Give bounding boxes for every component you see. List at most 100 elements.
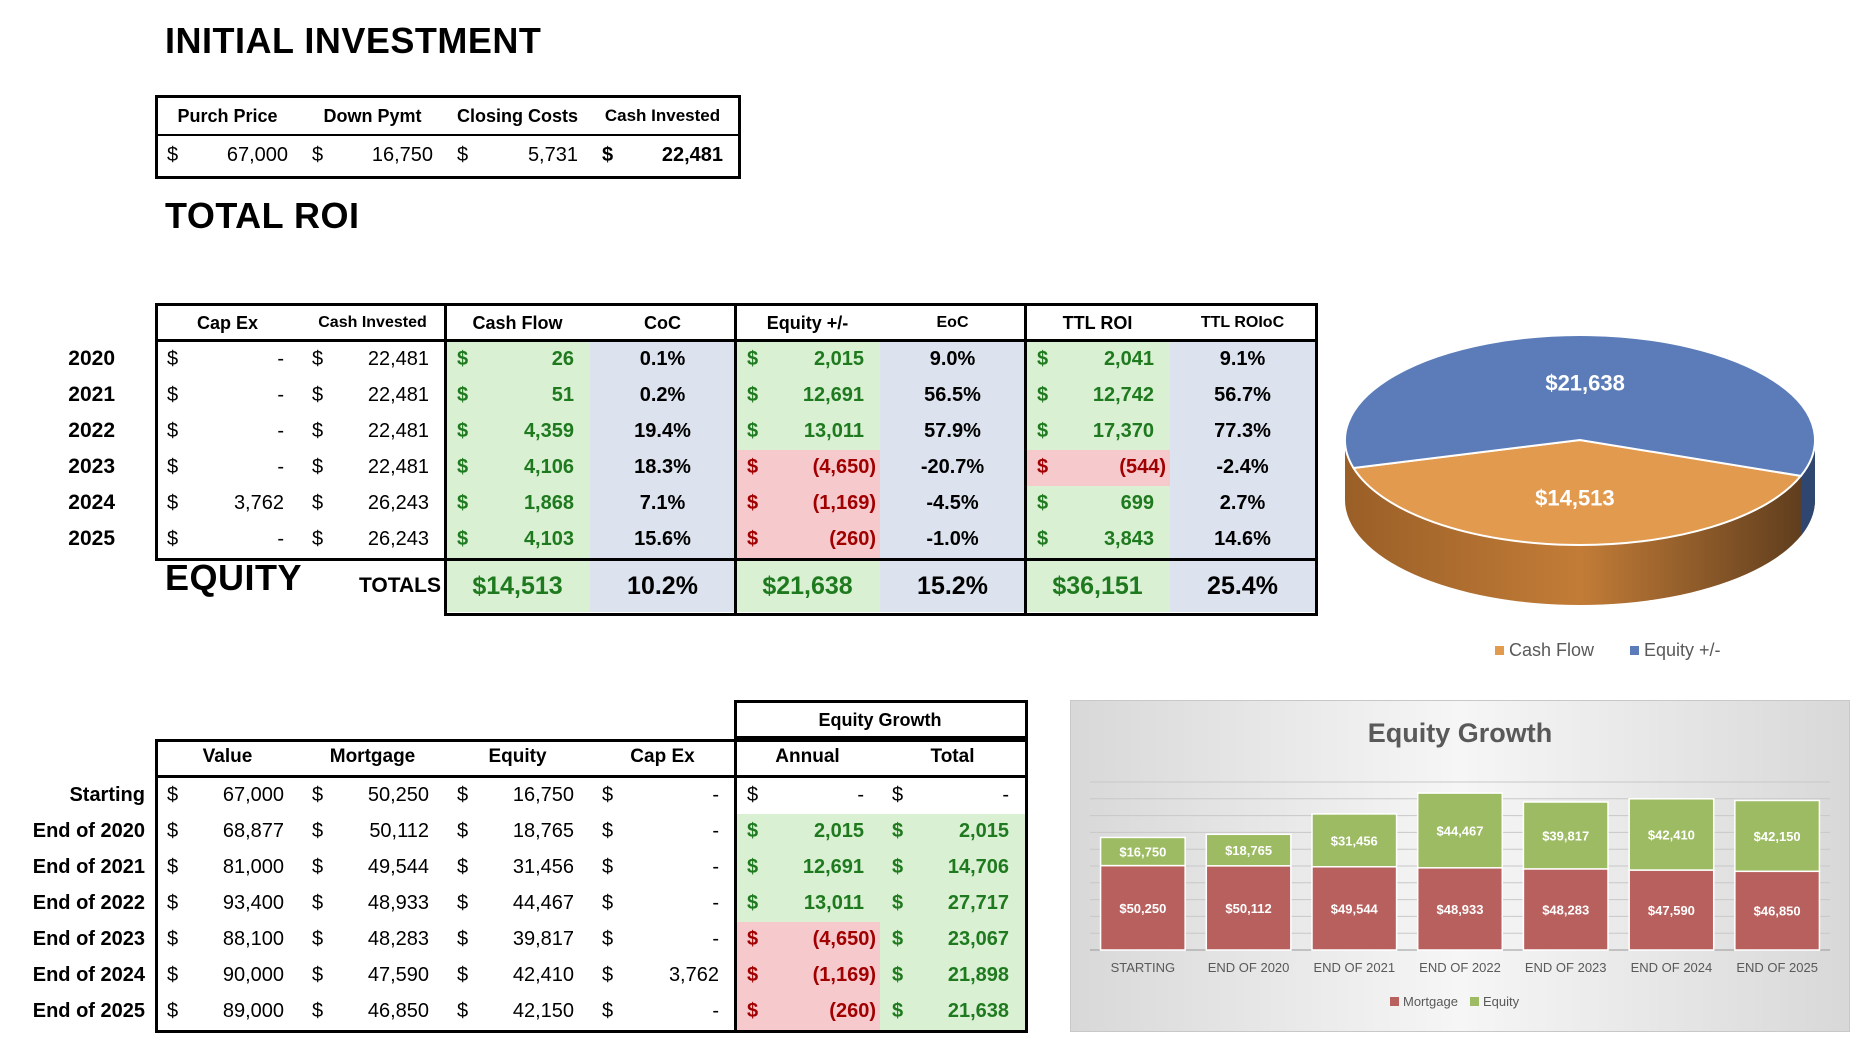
bar-value-label: $46,850 <box>1754 904 1801 919</box>
roi-cell: -20.7% <box>920 456 985 478</box>
equity-cell: 81,000 <box>222 856 284 878</box>
pie-side-wall <box>1345 440 1815 605</box>
roi-year-label: 2022 <box>68 419 115 442</box>
equity-header-line <box>155 775 1028 778</box>
totals-label: TOTALS <box>358 574 441 597</box>
roi-cell: 12,691 <box>802 384 864 406</box>
equity-cell: 42,150 <box>512 1000 574 1022</box>
currency-symbol: $ <box>747 964 759 986</box>
ttlroi-bg <box>1025 522 1170 558</box>
totals-bg <box>590 560 735 612</box>
equity-row-label: Starting <box>69 784 145 806</box>
pie-slice-cash-flow <box>1351 438 1803 546</box>
bar-mortgage <box>1311 866 1398 951</box>
annual-bg <box>735 886 880 922</box>
roi-header: Cash Invested <box>318 314 427 331</box>
currency-symbol: $ <box>457 964 469 986</box>
legend-label: Mortgage <box>1403 994 1458 1009</box>
currency-symbol: $ <box>457 928 469 950</box>
roi-cell: 22,481 <box>367 456 429 478</box>
equity-cell: 42,410 <box>512 964 574 986</box>
currency-symbol: $ <box>892 1000 904 1022</box>
roi-cell: 22,481 <box>367 420 429 442</box>
currency-symbol: $ <box>747 384 759 406</box>
equity-growth-border <box>734 700 1028 739</box>
pie-side-wall-equity <box>1800 440 1815 536</box>
currency-symbol: $ <box>457 528 469 550</box>
currency-symbol: $ <box>457 348 469 370</box>
equity-cell: 39,817 <box>512 928 574 950</box>
roi-cell: 9.0% <box>929 348 976 370</box>
coc-bg <box>590 450 735 486</box>
x-tick-label: END OF 2022 <box>1419 960 1501 975</box>
currency-symbol: $ <box>747 928 759 950</box>
coc-bg <box>590 414 735 450</box>
roi-cell: 12,742 <box>1092 384 1154 406</box>
currency-symbol: $ <box>747 492 759 514</box>
currency-symbol: $ <box>602 1000 614 1022</box>
ttlroi-bg <box>1025 414 1170 450</box>
equity-bg <box>735 414 880 450</box>
currency-symbol: $ <box>457 144 469 166</box>
totals-bg <box>445 560 590 612</box>
totals-bg <box>735 560 880 612</box>
roi-cell: 9.1% <box>1219 348 1266 370</box>
bar-value-label: $42,410 <box>1648 827 1695 842</box>
equity-cell: 47,590 <box>367 964 429 986</box>
roi-cell: - <box>277 528 284 550</box>
bar-value-label: $48,933 <box>1437 902 1484 917</box>
roi-cell: 15.6% <box>634 528 691 550</box>
legend-swatch <box>1630 646 1639 655</box>
roi-cell: 2.7% <box>1219 492 1266 514</box>
equity-cell: 14,706 <box>947 856 1009 878</box>
cashflow-bg <box>445 486 590 522</box>
currency-symbol: $ <box>167 964 179 986</box>
currency-symbol: $ <box>312 528 324 550</box>
equity-cell: 16,750 <box>512 784 574 806</box>
cashflow-bg <box>445 342 590 378</box>
equity-header: Total <box>930 746 975 767</box>
cashflow-bg <box>445 522 590 558</box>
currency-symbol: $ <box>312 1000 324 1022</box>
currency-symbol: $ <box>747 1000 759 1022</box>
currency-symbol: $ <box>167 492 179 514</box>
coc-bg <box>590 522 735 558</box>
roi-divider <box>1024 303 1027 616</box>
ttlroioc-bg <box>1170 486 1315 522</box>
currency-symbol: $ <box>167 144 179 166</box>
totals-border <box>444 558 1318 616</box>
currency-symbol: $ <box>312 892 324 914</box>
currency-symbol: $ <box>602 928 614 950</box>
legend-swatch <box>1390 997 1399 1006</box>
currency-symbol: $ <box>312 144 324 166</box>
equity-row-label: End of 2024 <box>32 964 145 986</box>
equity-cell: 90,000 <box>222 964 284 986</box>
roi-cell: 0.1% <box>639 348 686 370</box>
bar-value-label: $42,150 <box>1754 829 1801 844</box>
bar-mortgage <box>1099 864 1186 951</box>
totals-value: $36,151 <box>1052 572 1143 600</box>
ttlroi-bg <box>1025 486 1170 522</box>
equity-cell: - <box>712 856 719 878</box>
roi-year-label: 2024 <box>68 491 115 514</box>
currency-symbol: $ <box>457 492 469 514</box>
bar-equity <box>1628 798 1715 871</box>
equity-bg <box>735 522 880 558</box>
x-tick-label: END OF 2020 <box>1208 960 1290 975</box>
totals-bg <box>1170 560 1315 612</box>
annual-bg <box>735 994 880 1030</box>
roi-cell: 2,041 <box>1103 348 1154 370</box>
equity-cell: (1,169) <box>812 964 876 986</box>
roi-cell: 17,370 <box>1092 420 1154 442</box>
roi-cell: (544) <box>1119 456 1166 478</box>
roi-cell: (4,650) <box>812 456 876 478</box>
pie-value-label: $21,638 <box>1545 370 1625 395</box>
equity-cell: 31,456 <box>512 856 574 878</box>
equity-cell: 44,467 <box>512 892 574 914</box>
currency-symbol: $ <box>312 384 324 406</box>
roi-cell: 14.6% <box>1214 528 1271 550</box>
roi-cell: 3,843 <box>1103 528 1154 550</box>
roi-cell: 57.9% <box>924 420 981 442</box>
legend-swatch <box>1495 646 1504 655</box>
currency-symbol: $ <box>312 856 324 878</box>
